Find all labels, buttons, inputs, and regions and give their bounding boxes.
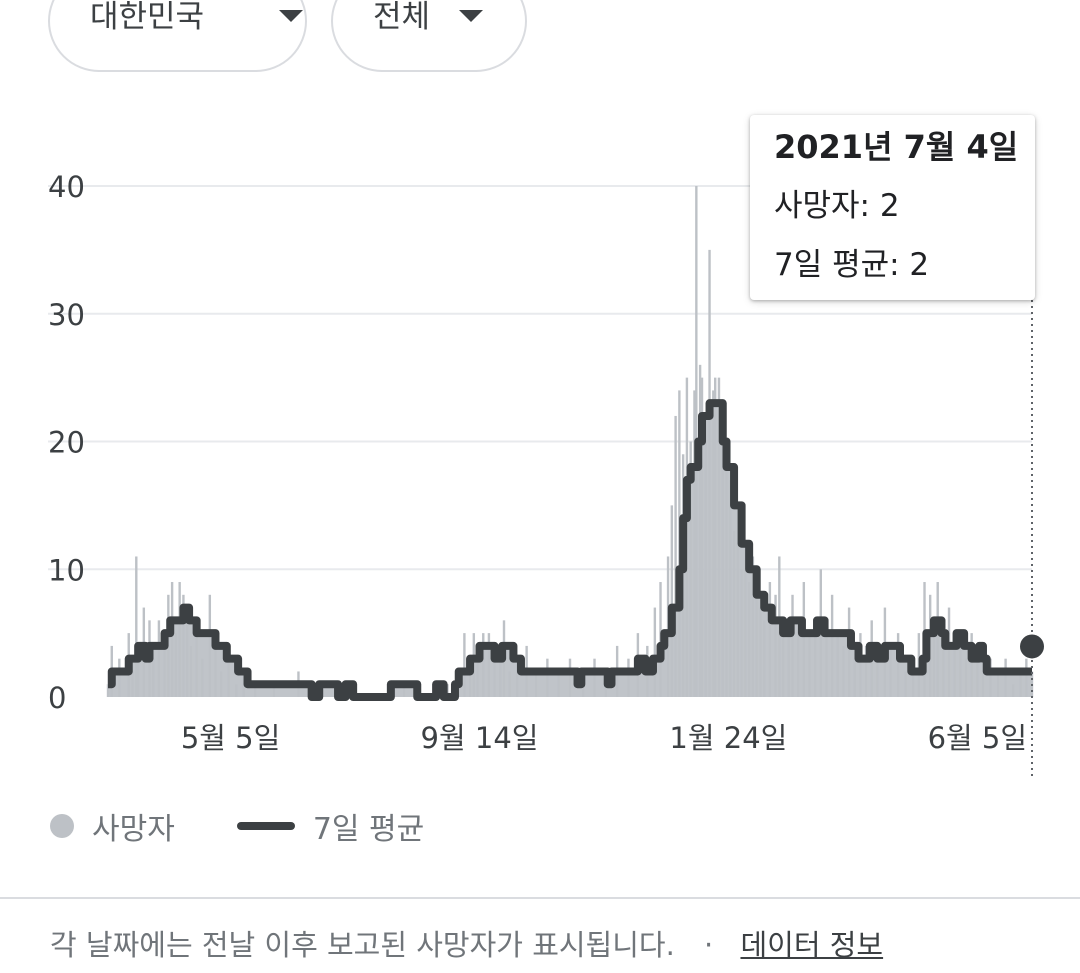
x-tick-label: 9월 14일 <box>421 721 539 755</box>
footer-note-text: 각 날짜에는 전날 이후 보고된 사망자가 표시됩니다. <box>50 928 675 962</box>
section-divider <box>0 897 1080 899</box>
y-tick-label: 20 <box>48 426 85 460</box>
tooltip-avg: 7일 평균: 2 <box>774 244 1035 286</box>
y-tick-label: 30 <box>48 298 85 332</box>
data-info-link[interactable]: 데이터 정보 <box>740 928 883 962</box>
legend-deaths-label: 사망자 <box>92 804 175 848</box>
legend-avg-label: 7일 평균 <box>313 804 424 848</box>
hover-marker <box>1020 300 1044 778</box>
line-legend-icon <box>237 822 295 830</box>
tooltip-date: 2021년 7월 4일 <box>774 127 1035 167</box>
bar-legend-dot-icon <box>50 814 74 838</box>
x-axis-ticks: 5월 5일 9월 14일 1월 24일 6월 5일 <box>181 721 1027 755</box>
y-tick-label: 10 <box>48 553 85 587</box>
hover-point <box>1020 634 1044 658</box>
chart-tooltip: 2021년 7월 4일 사망자: 2 7일 평균: 2 <box>750 115 1035 300</box>
daily-deaths-area <box>108 403 1032 697</box>
y-axis-ticks: 0 10 20 30 40 <box>48 170 85 715</box>
chart-legend: 사망자 7일 평균 <box>50 804 424 848</box>
y-tick-label: 40 <box>48 170 85 204</box>
tooltip-deaths: 사망자: 2 <box>774 185 1035 227</box>
footer-separator: · <box>704 928 713 962</box>
x-tick-label: 5월 5일 <box>181 721 280 755</box>
x-tick-label: 6월 5일 <box>928 721 1027 755</box>
x-tick-label: 1월 24일 <box>669 721 787 755</box>
deaths-area-fill <box>108 403 1032 697</box>
footer-note: 각 날짜에는 전날 이후 보고된 사망자가 표시됩니다. · 데이터 정보 <box>50 922 883 964</box>
y-tick-label: 0 <box>48 681 66 715</box>
